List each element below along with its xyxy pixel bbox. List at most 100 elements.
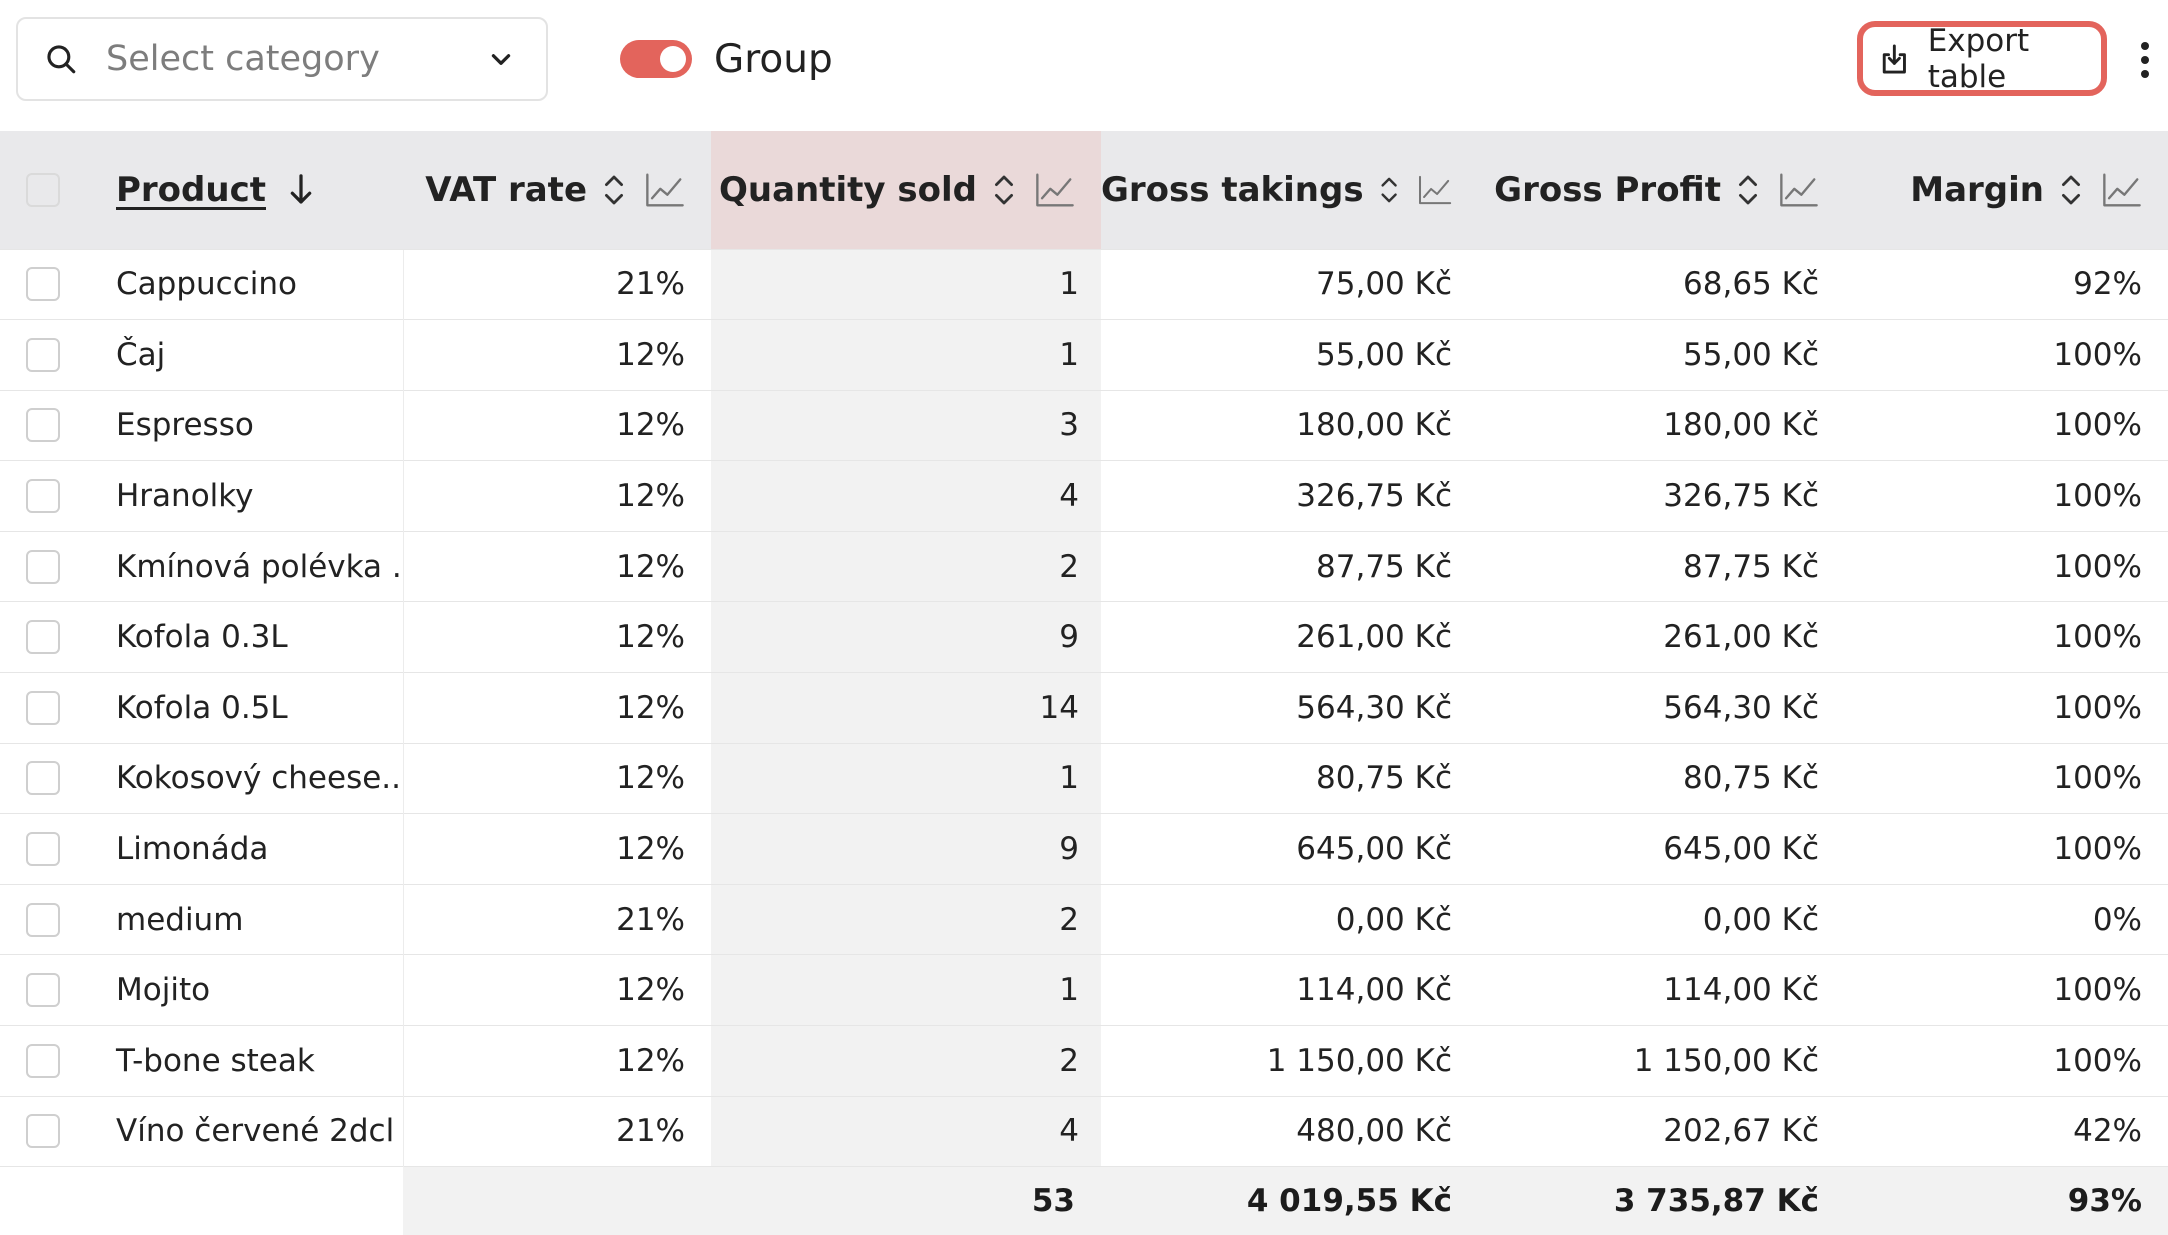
table-row[interactable]: Kofola 0.5L 12% 14 564,30 Kč 564,30 Kč 100% — [0, 672, 2168, 744]
row-select-cell — [0, 319, 100, 391]
margin-cell: 100% — [1845, 1025, 2168, 1097]
export-table-button[interactable]: Export table — [1857, 21, 2107, 96]
quantity-cell: 1 — [711, 954, 1101, 1026]
chart-icon[interactable] — [2102, 171, 2142, 209]
table-row[interactable]: Limonáda 12% 9 645,00 Kč 645,00 Kč 100% — [0, 813, 2168, 885]
chart-icon[interactable] — [1035, 171, 1075, 209]
header-margin[interactable]: Margin — [1845, 131, 2168, 249]
select-all-checkbox[interactable] — [26, 172, 60, 207]
margin-cell: 100% — [1845, 601, 2168, 673]
table-row[interactable]: Víno červené 2dcl 21% 4 480,00 Kč 202,67 Kč 4… — [0, 1095, 2168, 1167]
sort-icon — [995, 175, 1013, 205]
header-gross-profit[interactable]: Gross Profit — [1478, 131, 1845, 249]
gross-profit-cell: 326,75 Kč — [1478, 460, 1845, 532]
gross-profit-cell: 202,67 Kč — [1478, 1095, 1845, 1167]
table-row[interactable]: Kmínová polévka ... 12% 2 87,75 Kč 87,75 Kč 1… — [0, 530, 2168, 602]
table-row[interactable]: Čaj 12% 1 55,00 Kč 55,00 Kč 100% — [0, 319, 2168, 391]
toggle-knob — [660, 46, 686, 72]
chart-icon[interactable] — [645, 171, 685, 209]
product-cell: Espresso — [100, 389, 403, 461]
header-product-label: Product — [116, 169, 266, 210]
row-select-cell — [0, 1025, 100, 1097]
group-toggle-wrapper: Group — [620, 30, 833, 88]
row-checkbox[interactable] — [26, 337, 60, 372]
chart-icon[interactable] — [1779, 171, 1819, 209]
margin-cell: 100% — [1845, 460, 2168, 532]
row-select-cell — [0, 672, 100, 744]
header-product[interactable]: Product — [100, 131, 403, 249]
header-vat[interactable]: VAT rate — [403, 131, 711, 249]
row-select-cell — [0, 530, 100, 602]
row-checkbox[interactable] — [26, 1114, 60, 1149]
row-checkbox[interactable] — [26, 973, 60, 1008]
margin-cell: 100% — [1845, 813, 2168, 885]
header-gross-profit-label: Gross Profit — [1494, 169, 1721, 210]
product-cell: Kokosový cheese... — [100, 742, 403, 814]
quantity-cell: 1 — [711, 248, 1101, 320]
group-toggle[interactable] — [620, 40, 692, 78]
row-checkbox[interactable] — [26, 902, 60, 937]
row-checkbox[interactable] — [26, 690, 60, 725]
product-cell: Kmínová polévka ... — [100, 530, 403, 602]
quantity-cell: 1 — [711, 319, 1101, 391]
gross-profit-cell: 55,00 Kč — [1478, 319, 1845, 391]
header-quantity-label: Quantity sold — [718, 169, 977, 210]
table-row[interactable]: medium 21% 2 0,00 Kč 0,00 Kč 0% — [0, 883, 2168, 955]
sort-icon — [605, 175, 623, 205]
more-options-icon[interactable] — [2130, 40, 2160, 80]
table-row[interactable]: Hranolky 12% 4 326,75 Kč 326,75 Kč 100% — [0, 460, 2168, 532]
header-gross-takings[interactable]: Gross takings — [1101, 131, 1478, 249]
row-checkbox[interactable] — [26, 832, 60, 867]
product-cell: Limonáda — [100, 813, 403, 885]
row-checkbox[interactable] — [26, 1043, 60, 1078]
table-row[interactable]: T-bone steak 12% 2 1 150,00 Kč 1 150,00 Kč 10… — [0, 1025, 2168, 1097]
vat-cell: 12% — [402, 1025, 711, 1097]
vat-cell: 12% — [402, 460, 711, 532]
totals-margin: 93% — [1845, 1166, 2168, 1235]
product-cell: Čaj — [100, 319, 403, 391]
margin-cell: 100% — [1845, 742, 2168, 814]
vat-cell: 21% — [402, 248, 711, 320]
chart-icon[interactable] — [1418, 171, 1452, 209]
table-row[interactable]: Mojito 12% 1 114,00 Kč 114,00 Kč 100% — [0, 954, 2168, 1026]
margin-cell: 100% — [1845, 954, 2168, 1026]
row-checkbox[interactable] — [26, 408, 60, 443]
gross-profit-cell: 564,30 Kč — [1478, 672, 1845, 744]
header-quantity[interactable]: Quantity sold — [711, 131, 1101, 249]
row-select-cell — [0, 601, 100, 673]
sort-icon — [2062, 175, 2080, 205]
table-row[interactable]: Kofola 0.3L 12% 9 261,00 Kč 261,00 Kč 100% — [0, 601, 2168, 673]
row-checkbox[interactable] — [26, 549, 60, 584]
row-select-cell — [0, 1095, 100, 1167]
row-checkbox[interactable] — [26, 761, 60, 796]
sort-icon — [1381, 177, 1397, 203]
table-body: Cappuccino 21% 1 75,00 Kč 68,65 Kč 92% Čaj 12% 1… — [0, 248, 2168, 1167]
row-checkbox[interactable] — [26, 479, 60, 514]
vat-cell: 12% — [402, 530, 711, 602]
quantity-cell: 14 — [711, 672, 1101, 744]
gross-takings-cell: 326,75 Kč — [1101, 460, 1478, 532]
gross-takings-cell: 564,30 Kč — [1101, 672, 1478, 744]
table-row[interactable]: Kokosový cheese... 12% 1 80,75 Kč 80,75 Kč 10… — [0, 742, 2168, 814]
row-select-cell — [0, 248, 100, 320]
totals-gross-profit: 3 735,87 Kč — [1478, 1166, 1845, 1235]
gross-takings-cell: 114,00 Kč — [1101, 954, 1478, 1026]
chevron-down-icon — [491, 54, 511, 65]
row-checkbox[interactable] — [26, 620, 60, 655]
sort-icon — [1739, 175, 1757, 205]
gross-profit-cell: 68,65 Kč — [1478, 248, 1845, 320]
gross-profit-cell: 180,00 Kč — [1478, 389, 1845, 461]
quantity-cell: 4 — [711, 1095, 1101, 1167]
table-row[interactable]: Espresso 12% 3 180,00 Kč 180,00 Kč 100% — [0, 389, 2168, 461]
gross-takings-cell: 645,00 Kč — [1101, 813, 1478, 885]
product-cell: Hranolky — [100, 460, 403, 532]
category-select[interactable]: Select category — [16, 17, 548, 101]
row-checkbox[interactable] — [26, 267, 60, 302]
totals-gross-takings: 4 019,55 Kč — [1101, 1166, 1478, 1235]
table-row[interactable]: Cappuccino 21% 1 75,00 Kč 68,65 Kč 92% — [0, 248, 2168, 320]
table-header-row: Product VAT rate Quantity sold — [0, 131, 2168, 249]
gross-profit-cell: 87,75 Kč — [1478, 530, 1845, 602]
gross-takings-cell: 75,00 Kč — [1101, 248, 1478, 320]
gross-takings-cell: 87,75 Kč — [1101, 530, 1478, 602]
quantity-cell: 9 — [711, 813, 1101, 885]
